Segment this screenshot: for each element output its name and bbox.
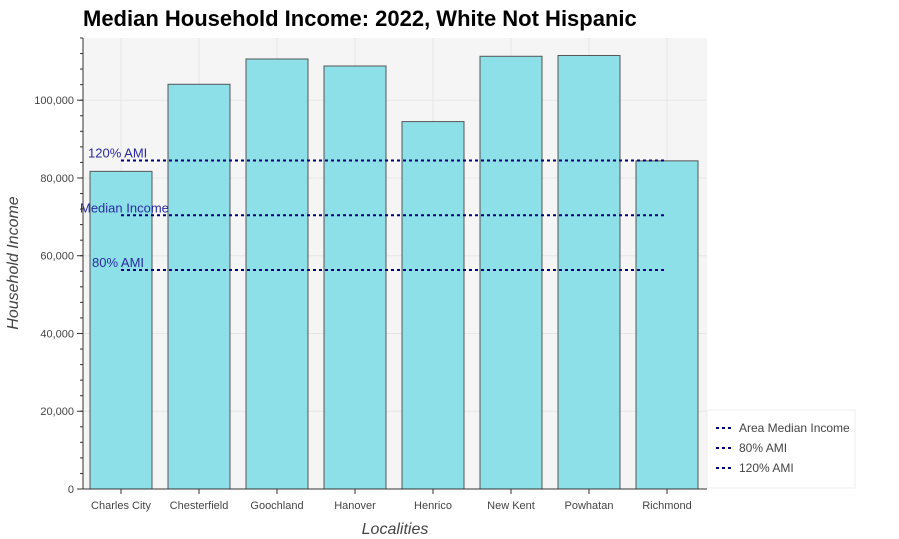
x-tick-label: Hanover	[334, 500, 376, 512]
y-tick-label: 60,000	[40, 251, 74, 263]
x-tick-label: Goochland	[250, 500, 303, 512]
y-tick-label: 0	[68, 484, 74, 496]
bars	[89, 54, 699, 490]
x-tick-label: Powhatan	[565, 500, 614, 512]
bar-powhatan	[557, 54, 621, 490]
bar-chesterfield	[167, 83, 231, 490]
legend-entry: 120% AMI	[739, 461, 794, 475]
ref-label-80-ami: 80% AMI	[92, 255, 144, 270]
y-tick-label: 20,000	[40, 406, 74, 418]
bar-new-kent	[479, 55, 543, 490]
bar-richmond	[635, 160, 699, 490]
axes: 0 20,000 40,000 60,000 80,000 100,000 Charles …	[34, 37, 707, 512]
y-tick-label: 80,000	[40, 173, 74, 185]
legend: Area Median Income 80% AMI 120% AMI	[706, 409, 856, 489]
bar-charles-city	[89, 170, 153, 490]
legend-box	[706, 409, 856, 489]
bar-henrico	[401, 121, 465, 490]
chart-title: Median Household Income: 2022, White Not…	[83, 6, 637, 31]
y-tick-label: 40,000	[40, 328, 74, 340]
reference-lines: Median Income 80% AMI 120% AMI	[80, 146, 667, 272]
x-tick-label: New Kent	[487, 500, 535, 512]
x-tick-label: Richmond	[642, 500, 692, 512]
x-tick-label: Charles City	[91, 500, 151, 512]
x-tick-label: Chesterfield	[170, 500, 229, 512]
bar-goochland	[245, 58, 309, 490]
legend-entry: Area Median Income	[739, 421, 850, 435]
ref-label-120-ami: 120% AMI	[88, 146, 147, 161]
x-axis-title: Localities	[362, 521, 429, 538]
y-tick-label: 100,000	[34, 95, 74, 107]
legend-entry: 80% AMI	[739, 441, 787, 455]
bar-hanover	[323, 65, 387, 490]
y-axis-title: Household Income	[5, 196, 22, 330]
x-tick-label: Henrico	[414, 500, 452, 512]
ref-label-area-median-income: Median Income	[80, 200, 169, 215]
